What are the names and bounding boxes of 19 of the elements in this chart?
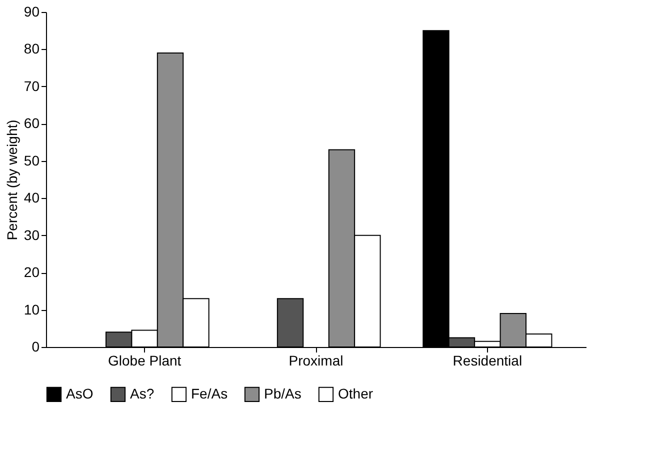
x-tick-label: Globe Plant [108, 352, 182, 368]
y-tick-label: 30 [24, 226, 40, 243]
legend-label: AsO [66, 385, 94, 402]
y-tick-label: 10 [24, 301, 40, 318]
y-tick-label: 80 [24, 40, 40, 57]
y-tick-label: 0 [32, 338, 40, 354]
y-tick-label: 70 [24, 78, 40, 94]
x-tick-label: Proximal [288, 352, 344, 368]
y-axis-title: Percent (by weight) [4, 120, 20, 240]
legend-label: As? [130, 385, 154, 402]
y-tick-label: 90 [24, 4, 40, 20]
x-tick-label: Residential [452, 352, 522, 368]
y-tick-label: 50 [24, 152, 40, 168]
y-tick-label: 20 [24, 264, 40, 280]
legend-label: Other [338, 385, 374, 402]
legend-label: Pb/As [264, 385, 302, 402]
legend-label: Fe/As [191, 385, 228, 402]
y-tick-label: 40 [24, 190, 40, 206]
y-tick-label: 60 [24, 115, 40, 132]
